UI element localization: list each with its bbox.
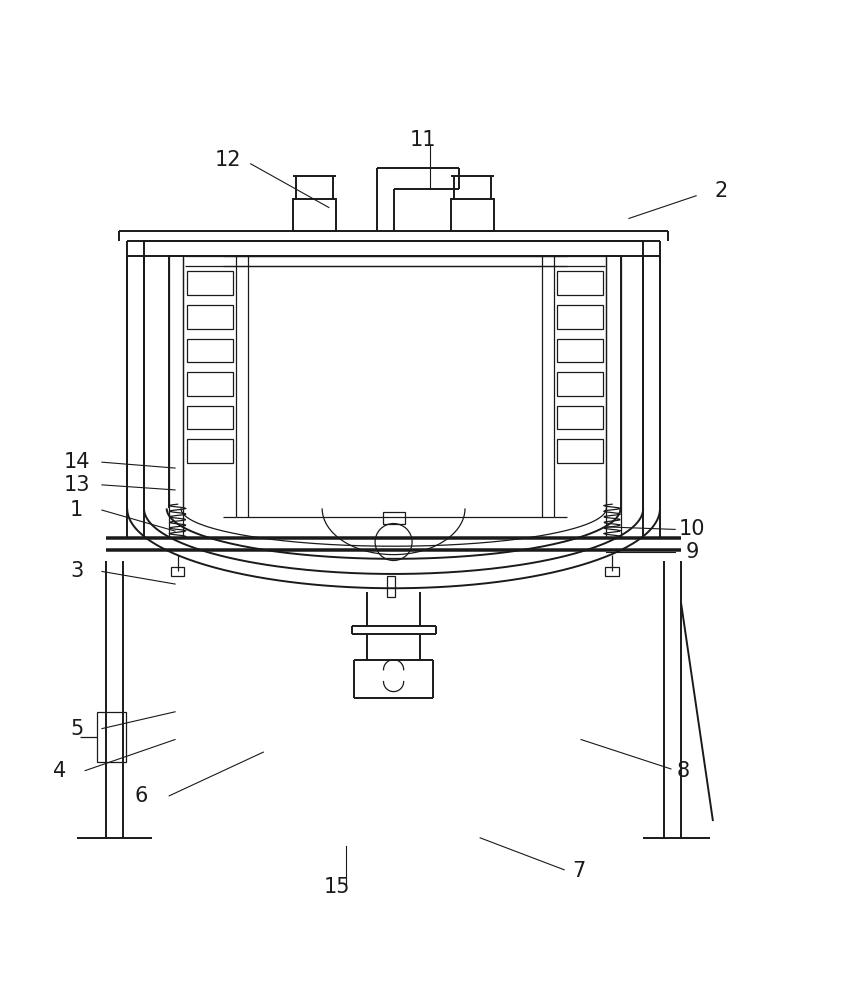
Bar: [557, 339, 603, 362]
Bar: [97, 712, 126, 762]
Bar: [557, 406, 603, 429]
Bar: [171, 567, 184, 576]
Bar: [557, 439, 603, 463]
Text: 12: 12: [215, 150, 241, 170]
Text: 7: 7: [572, 861, 585, 881]
Bar: [557, 372, 603, 396]
Text: 13: 13: [63, 475, 90, 495]
Bar: [451, 199, 494, 231]
Text: 10: 10: [678, 519, 706, 539]
Text: 11: 11: [409, 130, 437, 150]
Text: 3: 3: [70, 561, 84, 581]
Text: 5: 5: [70, 719, 84, 739]
Text: 15: 15: [324, 877, 350, 897]
Bar: [187, 406, 233, 429]
Bar: [606, 567, 618, 576]
Text: 9: 9: [685, 542, 699, 562]
Bar: [187, 305, 233, 329]
Text: 14: 14: [63, 452, 90, 472]
Bar: [187, 439, 233, 463]
Bar: [557, 271, 603, 295]
Bar: [187, 271, 233, 295]
Bar: [293, 199, 337, 231]
Text: 8: 8: [677, 761, 690, 781]
Text: 6: 6: [135, 786, 148, 806]
Text: 1: 1: [70, 500, 84, 520]
Text: 2: 2: [715, 181, 728, 201]
Bar: [187, 372, 233, 396]
Bar: [387, 576, 395, 597]
Bar: [382, 512, 404, 524]
Bar: [187, 339, 233, 362]
Bar: [557, 305, 603, 329]
Text: 4: 4: [53, 761, 67, 781]
